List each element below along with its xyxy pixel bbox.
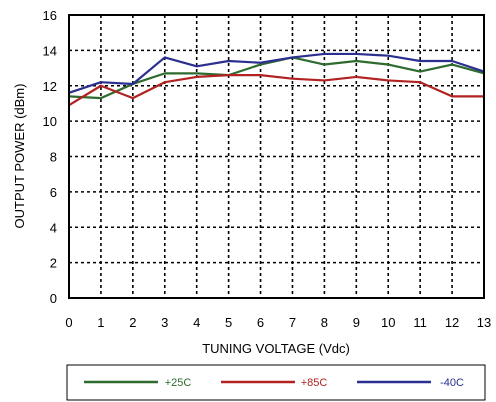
y-tick-label: 14 <box>43 43 57 58</box>
plot-frame <box>68 14 485 299</box>
x-tick-label: 5 <box>225 315 232 330</box>
y-tick-label: 10 <box>43 114 57 129</box>
x-tick-label: 1 <box>97 315 104 330</box>
x-tick-label: 13 <box>477 315 491 330</box>
series-line-40c <box>68 52 485 94</box>
x-tick-label: 4 <box>193 315 200 330</box>
y-tick-label: 0 <box>50 291 57 306</box>
y-tick-label: 4 <box>50 220 57 235</box>
legend: +25C +85C -40C <box>84 377 464 389</box>
grid-lines <box>69 15 484 298</box>
legend-label: +85C <box>301 377 328 389</box>
y-tick-label: 12 <box>43 79 57 94</box>
x-tick-label: 0 <box>65 315 72 330</box>
y-tick-label: 2 <box>50 256 57 271</box>
y-axis-label: OUTPUT POWER (dBm) <box>12 84 27 229</box>
y-tick-label: 8 <box>50 150 57 165</box>
series-lines <box>68 52 485 107</box>
x-tick-label: 3 <box>161 315 168 330</box>
x-tick-label: 7 <box>289 315 296 330</box>
x-tick-label: 11 <box>413 315 427 330</box>
x-tick-label: 8 <box>321 315 328 330</box>
series-line-85c <box>68 74 484 107</box>
x-tick-label: 6 <box>257 315 264 330</box>
legend-label: +25C <box>165 377 192 389</box>
x-axis-label: TUNING VOLTAGE (Vdc) <box>202 341 350 356</box>
y-tick-label: 6 <box>50 185 57 200</box>
x-tick-label: 12 <box>445 315 459 330</box>
x-tick-label: 9 <box>353 315 360 330</box>
legend-label: -40C <box>440 377 464 389</box>
y-tick-label: 16 <box>43 8 57 23</box>
x-tick-label: 2 <box>129 315 136 330</box>
x-tick-label: 10 <box>381 315 395 330</box>
